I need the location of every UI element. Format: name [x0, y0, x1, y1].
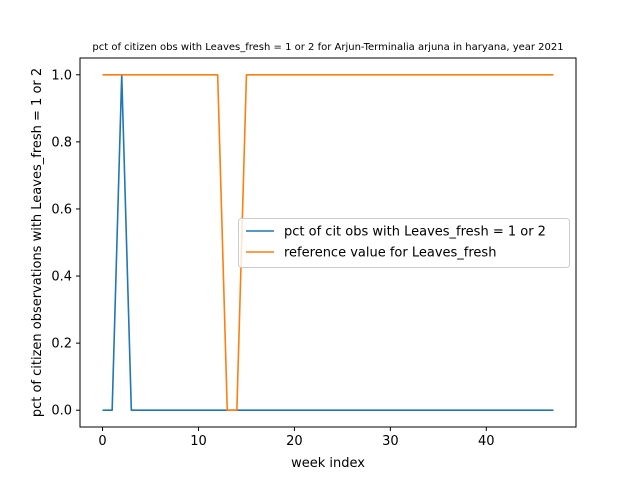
y-tick-label: 0.8 — [51, 135, 72, 150]
y-tick-label: 0.4 — [51, 270, 72, 285]
y-tick-label: 0.6 — [51, 202, 72, 217]
plot-area-frame — [79, 57, 577, 428]
legend-label-reference-value: reference value for Leaves_fresh — [284, 246, 496, 261]
y-tick-label: 0.2 — [51, 337, 72, 352]
y-axis-label: pct of citizen observations with Leaves_… — [30, 68, 45, 417]
x-tick-label: 40 — [478, 434, 495, 449]
x-axis-label: week index — [291, 456, 365, 471]
ticks-layer: 0 10 20 30 40 0.0 0.2 0.4 0.6 0.8 1.0 — [51, 68, 494, 449]
legend-label-pct-cit-obs: pct of cit obs with Leaves_fresh = 1 or … — [284, 225, 546, 240]
x-tick-label: 0 — [98, 434, 106, 449]
y-tick-label: 0.0 — [51, 404, 72, 419]
series-line-1 — [102, 73, 554, 412]
x-tick-label: 10 — [190, 434, 207, 449]
series-layer — [102, 73, 554, 412]
x-tick-label: 20 — [286, 434, 303, 449]
chart-title: pct of citizen obs with Leaves_fresh = 1… — [92, 42, 563, 53]
y-tick-label: 1.0 — [51, 68, 72, 83]
legend-box — [238, 218, 570, 268]
legend: pct of cit obs with Leaves_fresh = 1 or … — [238, 218, 570, 268]
series-line-0 — [102, 73, 554, 412]
x-tick-label: 30 — [382, 434, 399, 449]
